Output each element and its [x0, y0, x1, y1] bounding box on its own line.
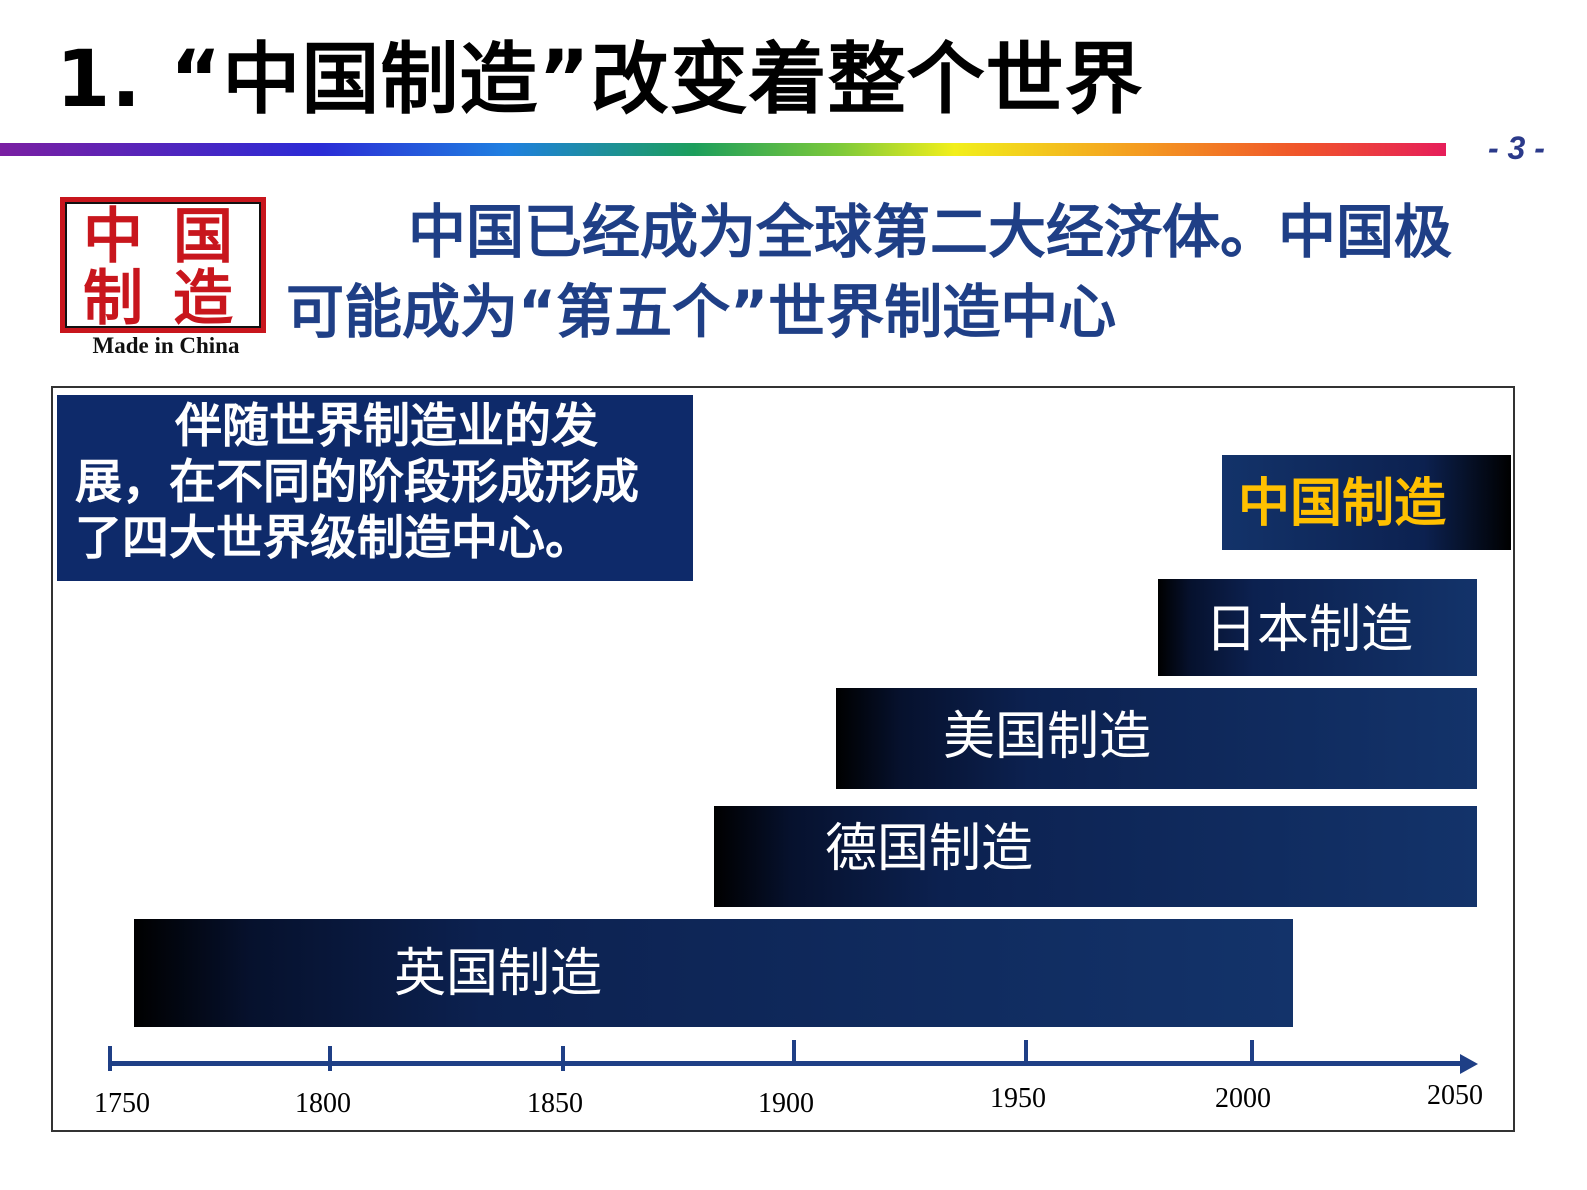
logo-char: 国 [173, 202, 233, 272]
axis-tick-label: 1750 [94, 1088, 150, 1119]
era-label-germany: 德国制造 [825, 819, 1034, 879]
axis-tick [1250, 1040, 1254, 1065]
slide-title: 1. “中国制造”改变着整个世界 [56, 35, 1144, 125]
page-number: - 3 - [1488, 130, 1545, 166]
axis-tick-label: 1800 [295, 1088, 351, 1119]
era-bar-china [1222, 455, 1511, 550]
logo-char: 中 [83, 202, 143, 272]
made-in-china-logo: 中 国 制 造 Made in China [56, 193, 272, 363]
era-label-britain: 英国制造 [394, 944, 603, 1004]
intro-text: 中国已经成为全球第二大经济体。中国极可能成为“第五个”世界制造中心 [286, 198, 1453, 346]
axis-tick-label: 2050 [1427, 1080, 1483, 1111]
axis-tick [328, 1046, 332, 1071]
era-bar-germany [714, 806, 1477, 907]
axis-tick [108, 1046, 112, 1071]
logo-char: 造 [173, 264, 233, 334]
title-divider [0, 143, 1446, 156]
caption-text: 伴随世界制造业的发展，在不同的阶段形成形成了四大世界级制造中心。 [75, 399, 639, 566]
era-bar-britain [134, 919, 1293, 1027]
era-bar-usa [836, 688, 1477, 789]
logo-stamp: 中 国 制 造 [60, 197, 266, 333]
era-bar-japan [1158, 579, 1477, 676]
axis-tick-label: 1900 [758, 1088, 814, 1119]
axis-tick-label: 1850 [527, 1088, 583, 1119]
axis-tick-label: 1950 [990, 1083, 1046, 1114]
era-label-usa: 美国制造 [943, 707, 1152, 767]
timeline-frame [51, 386, 1515, 1132]
logo-char: 制 [83, 264, 143, 334]
axis-tick-label: 2000 [1215, 1083, 1271, 1114]
era-label-china: 中国制造 [1238, 474, 1447, 534]
axis-tick [1024, 1040, 1028, 1065]
axis-tick [792, 1040, 796, 1065]
caption-box: 伴随世界制造业的发展，在不同的阶段形成形成了四大世界级制造中心。 [57, 395, 693, 581]
axis-tick [561, 1046, 565, 1071]
era-label-japan: 日本制造 [1205, 600, 1414, 660]
axis-arrow-icon [1460, 1054, 1478, 1074]
timeline-axis [108, 1061, 1468, 1066]
logo-caption: Made in China [92, 333, 240, 358]
